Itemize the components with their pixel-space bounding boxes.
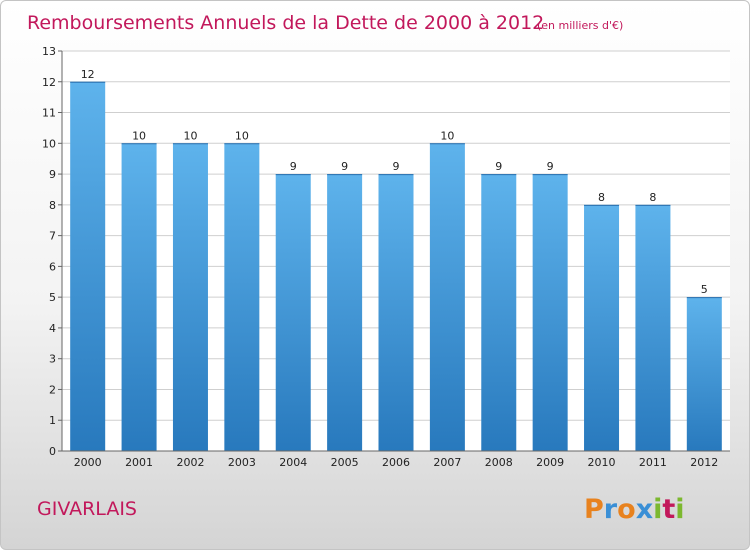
bar	[429, 143, 465, 452]
x-tick-label: 2012	[690, 456, 718, 469]
logo-letter: r	[604, 494, 618, 525]
chart-unit: (en milliers d'€)	[537, 19, 623, 32]
bar	[635, 204, 671, 451]
x-tick-label: 2011	[639, 456, 667, 469]
x-tick-label: 2002	[176, 456, 204, 469]
x-tick-label: 2010	[588, 456, 616, 469]
x-tick-label: 2003	[228, 456, 256, 469]
y-tick-label: 9	[49, 168, 56, 181]
y-tick-label: 7	[49, 230, 56, 243]
y-tick-label: 13	[42, 45, 56, 58]
y-tick-label: 11	[42, 107, 56, 120]
y-tick-label: 4	[49, 322, 56, 335]
bar	[327, 174, 363, 452]
bar-value-label: 10	[132, 129, 146, 142]
bar	[121, 143, 157, 452]
logo-letter: o	[617, 494, 636, 525]
x-tick-label: 2004	[279, 456, 307, 469]
bar	[481, 174, 517, 452]
x-axis: 2000 2001 2002 2003 2004 2005 2006 2007 2008 2009…	[62, 450, 730, 469]
y-tick-label: 0	[49, 445, 56, 458]
y-tick-label: 12	[42, 76, 56, 89]
y-tick-label: 1	[49, 414, 56, 427]
bar	[584, 204, 620, 451]
bar-value-label: 8	[649, 191, 656, 204]
bar	[70, 81, 106, 452]
bar-value-label: 12	[81, 68, 95, 81]
chart-title: Remboursements Annuels de la Dette de 20…	[27, 12, 544, 34]
bar-value-label: 10	[440, 129, 454, 142]
bars	[70, 81, 722, 452]
x-tick-label: 2005	[331, 456, 359, 469]
logo-letter: i	[653, 494, 662, 525]
logo-letter: x	[636, 494, 653, 525]
bar-value-label: 5	[701, 283, 708, 296]
proxiti-logo: Proxiti	[584, 494, 685, 525]
y-tick-label: 2	[49, 383, 56, 396]
commune-name: GIVARLAIS	[37, 498, 137, 520]
bar-labels: 12 10 10 10 9 9 9 10 9 9 8 8 5	[81, 68, 708, 296]
x-tick-label: 2007	[433, 456, 461, 469]
logo-letter: i	[675, 494, 684, 525]
bar-value-label: 9	[290, 160, 297, 173]
x-tick-label: 2008	[485, 456, 513, 469]
x-tick-label: 2000	[74, 456, 102, 469]
bar	[275, 174, 311, 452]
bar	[378, 174, 414, 452]
x-tick-label: 2006	[382, 456, 410, 469]
bar-value-label: 10	[183, 129, 197, 142]
bar-value-label: 9	[393, 160, 400, 173]
bar	[172, 143, 208, 452]
y-tick-label: 6	[49, 260, 56, 273]
y-tick-label: 10	[42, 137, 56, 150]
y-tick-label: 3	[49, 353, 56, 366]
bar	[532, 174, 568, 452]
bar-value-label: 10	[235, 129, 249, 142]
bar	[224, 143, 260, 452]
x-tick-label: 2001	[125, 456, 153, 469]
x-tick-label: 2009	[536, 456, 564, 469]
bar-value-label: 9	[495, 160, 502, 173]
bar	[686, 297, 722, 451]
bar-value-label: 8	[598, 191, 605, 204]
bar-value-label: 9	[547, 160, 554, 173]
y-tick-label: 8	[49, 199, 56, 212]
logo-letter: t	[662, 494, 675, 525]
y-tick-label: 5	[49, 291, 56, 304]
bar-value-label: 9	[341, 160, 348, 173]
logo-letter: P	[584, 494, 604, 525]
